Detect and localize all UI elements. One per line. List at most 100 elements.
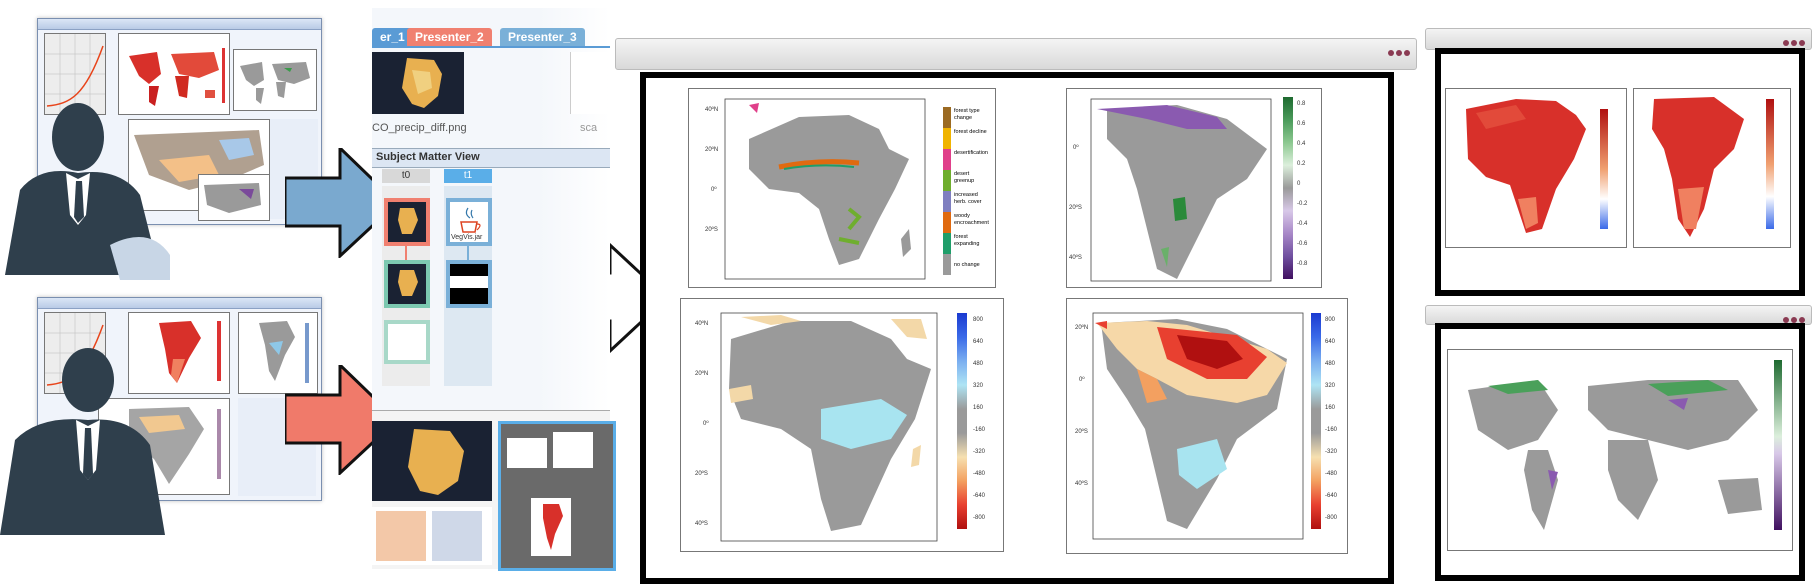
purple-map-thumbnail[interactable] [198, 174, 270, 221]
legend-label: -320 [1325, 449, 1338, 455]
gallery-mini-map [553, 432, 593, 468]
legend-label: 160 [1325, 405, 1336, 411]
file-name-label: CO_precip_diff.png [372, 122, 467, 134]
node-black-map[interactable] [446, 260, 492, 308]
projector-buttons [1781, 310, 1805, 328]
controller-panel: er_1 Presenter_2 Presenter_3 CO_precip_d… [372, 8, 616, 571]
legend-swatch-woody-encroachment [943, 212, 951, 233]
legend-label: 480 [973, 361, 984, 367]
africa-vegetation-change-map[interactable]: 40ºN 20ºN 0º 20ºS forest type change forest… [688, 88, 996, 288]
svg-text:20ºN: 20ºN [705, 146, 718, 153]
legend-label: 0.4 [1297, 141, 1306, 147]
node-germany-map-2[interactable] [384, 260, 430, 308]
gallery-thumb-europe[interactable] [372, 507, 492, 565]
svg-text:20ºS: 20ºS [1075, 428, 1088, 435]
svg-text:40ºN: 40ºN [705, 106, 718, 113]
africa-warming-map[interactable] [1445, 88, 1627, 248]
svg-text:20ºS: 20ºS [705, 226, 718, 233]
svg-text:40ºS: 40ºS [1069, 254, 1082, 261]
arrow-blue [285, 148, 400, 258]
legend-swatch-forest-expanding [943, 233, 951, 254]
gallery-dark-panel[interactable] [498, 421, 616, 571]
java-file-label: VegVis.jar [451, 234, 483, 241]
connector [405, 246, 407, 260]
arrow-red [285, 365, 400, 475]
legend-label: 640 [1325, 339, 1336, 345]
right-top-screen [1435, 48, 1805, 296]
window-titlebar [38, 19, 321, 30]
column-t1-label[interactable]: t1 [444, 169, 492, 183]
presenter-1-silhouette [5, 103, 170, 280]
projector-bar-main [615, 38, 1417, 70]
legend-label: forest decline [954, 129, 987, 135]
tab-presenter-3[interactable]: Presenter_3 [500, 28, 585, 46]
precip-colorbar [957, 313, 967, 529]
south-america-green-map[interactable]: 0º 20ºS 40ºS 0.8 0.6 0.4 0.2 0 -0.2 -0.4 -… [1066, 88, 1322, 288]
node-white-map[interactable] [384, 320, 430, 364]
timeseries-thumbnail[interactable] [44, 33, 106, 115]
south-america-red-thumbnail[interactable] [128, 312, 230, 394]
projector-bar-right-top [1425, 28, 1812, 50]
tab-presenter-1[interactable]: er_1 [372, 28, 418, 46]
svg-text:20ºS: 20ºS [1069, 204, 1082, 211]
tab-presenter-2[interactable]: Presenter_2 [407, 28, 492, 46]
tab-underline [372, 46, 610, 48]
svg-text:20ºS: 20ºS [695, 470, 708, 477]
projector-buttons [1386, 43, 1410, 61]
legend-label: -0.2 [1297, 201, 1308, 207]
svg-text:40ºS: 40ºS [695, 520, 708, 527]
file-name-label-2: sca [580, 122, 598, 134]
legend-label: -800 [973, 515, 986, 521]
legend-label: desert greenup [954, 171, 975, 184]
legend-label: 320 [973, 383, 984, 389]
legend-swatch-forest-decline [943, 128, 951, 149]
world-vegetation-map[interactable] [1447, 349, 1793, 551]
legend-label: 480 [1325, 361, 1336, 367]
precip-legend-labels-2: 800 640 480 320 160 -160 -320 -480 -640 … [1325, 317, 1347, 537]
node-germany-map[interactable] [384, 198, 430, 246]
svg-text:40ºS: 40ºS [1075, 480, 1088, 487]
gallery-thumb-germany[interactable] [372, 421, 492, 501]
legend-label: 800 [973, 317, 984, 323]
world-map-red-thumbnail[interactable] [118, 33, 230, 115]
legend-swatch-desertification [943, 149, 951, 170]
legend-label: -0.6 [1297, 241, 1308, 247]
scatter-thumbnail[interactable] [570, 52, 607, 114]
world-map-grey-thumbnail[interactable] [233, 49, 317, 111]
svg-text:0º: 0º [1079, 376, 1085, 383]
svg-text:0º: 0º [1073, 144, 1079, 151]
legend-label: -640 [973, 493, 986, 499]
africa-precip-diff-map[interactable]: 40ºN 20ºN 0º 20ºS 40ºS 800 640 480 320 160 -… [680, 298, 1004, 552]
legend-label: 640 [973, 339, 984, 345]
svg-text:40ºN: 40ºN [695, 320, 708, 327]
node-java-file[interactable]: VegVis.jar [446, 198, 492, 246]
projector-buttons [1781, 33, 1805, 51]
gallery-mini-sa-map [531, 498, 571, 556]
image-thumbnail-germany[interactable] [372, 52, 464, 114]
precip-legend-labels: 800 640 480 320 160 -160 -320 -480 -640 … [973, 317, 1003, 537]
legend-label: 800 [1325, 317, 1336, 323]
legend-label: woody encroachment [954, 213, 989, 226]
projector-bar-right-bottom [1425, 305, 1812, 325]
legend-label: 0.2 [1297, 161, 1306, 167]
main-projection-screen: 40ºN 20ºN 0º 20ºS forest type change forest… [640, 72, 1394, 584]
legend-label: -480 [1325, 471, 1338, 477]
south-america-precip-diff-map[interactable]: 20ºN 0º 20ºS 40ºS 800 640 480 320 160 -160 … [1066, 298, 1348, 554]
subject-matter-view-title: Subject Matter View [376, 151, 480, 163]
legend-label: 0.6 [1297, 121, 1306, 127]
legend-label: no change [954, 262, 980, 268]
legend-label: 0 [1297, 181, 1301, 187]
svg-text:0º: 0º [711, 186, 717, 193]
legend-swatch-desert-greenup [943, 170, 951, 191]
gallery-strip [372, 410, 616, 571]
legend-label: -800 [1325, 515, 1338, 521]
legend-swatch-increased-herb-cover [943, 191, 951, 212]
legend-label: forest type change [954, 108, 980, 121]
legend-label: increased herb. cover [954, 192, 982, 205]
green-legend-labels: 0.8 0.6 0.4 0.2 0 -0.2 -0.4 -0.6 -0.8 [1297, 101, 1321, 281]
connector [467, 246, 469, 260]
column-t0-label[interactable]: t0 [382, 169, 430, 183]
subject-matter-view-header: Subject Matter View [372, 148, 610, 168]
south-america-grey-thumbnail[interactable] [238, 312, 318, 394]
south-america-warming-map[interactable] [1633, 88, 1791, 248]
